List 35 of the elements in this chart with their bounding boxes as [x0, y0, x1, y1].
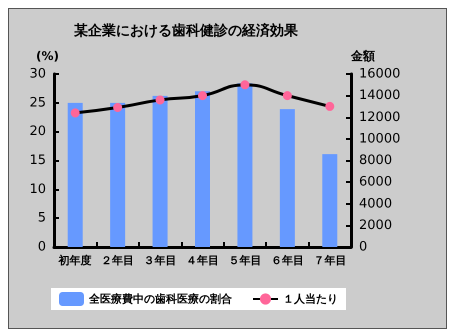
- y-tick-label: 0: [38, 240, 46, 254]
- y-tick-label: 20: [29, 124, 46, 140]
- y-tick-label: 10: [29, 182, 46, 197]
- y2-tick-label: 10000: [359, 131, 400, 146]
- x-tick-label: ４年目: [186, 254, 219, 267]
- y2-tick-label: 12000: [359, 110, 400, 125]
- y2-tick-label: 0: [359, 240, 368, 254]
- y-tick-label: 5: [38, 210, 46, 226]
- y-tick-label: 15: [29, 153, 46, 168]
- y2-tick-label: 2000: [359, 218, 392, 233]
- x-tick-label: ６年目: [270, 254, 304, 267]
- bar: [195, 91, 210, 247]
- legend-label: １人当たり: [283, 292, 338, 306]
- bar: [322, 154, 338, 247]
- y2-tick-label: 8000: [359, 153, 392, 168]
- y2-tick-label: 14000: [359, 88, 400, 104]
- x-tick-label: 初年度: [58, 254, 92, 267]
- bar: [280, 109, 295, 247]
- legend-label: 全医療費中の歯科医療の割合: [88, 292, 233, 306]
- x-tick-label: ３年目: [144, 254, 177, 267]
- x-tick-label: ２年目: [101, 254, 134, 267]
- chart-title: 某企業における歯科健診の経済効果: [73, 22, 299, 39]
- bar: [68, 102, 83, 247]
- y2-tick-label: 6000: [359, 174, 392, 190]
- x-tick-label: ７年目: [313, 254, 346, 267]
- x-tick-label: ５年目: [228, 254, 262, 267]
- bar: [152, 96, 168, 247]
- y2-axis-title: 金額: [350, 49, 375, 63]
- bar: [110, 102, 126, 247]
- y2-tick-label: 16000: [359, 66, 400, 82]
- y-tick-label: 25: [29, 95, 46, 110]
- y-tick-label: 30: [29, 66, 46, 82]
- bar: [237, 83, 252, 247]
- y-axis-title: (%): [36, 49, 59, 63]
- y2-tick-label: 4000: [359, 196, 392, 212]
